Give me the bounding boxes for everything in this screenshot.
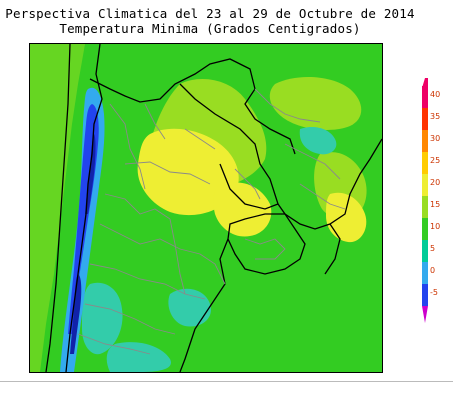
- pacific-ocean-zone: [30, 44, 85, 372]
- page-divider: [0, 381, 453, 382]
- scale-tick-label: 0: [430, 266, 436, 275]
- province-border: [99, 223, 201, 255]
- province-border: [124, 161, 211, 185]
- province-border: [84, 303, 176, 335]
- temp-field-25-30-east: [213, 182, 272, 237]
- paraguay-border: [179, 83, 279, 210]
- temp-field-10-15-southcoast: [106, 342, 171, 372]
- temp-field-25-30: [137, 128, 239, 216]
- scale-tick-label: 5: [430, 244, 436, 253]
- scale-tick-label: 30: [430, 134, 441, 143]
- andes-coldest-south-zone: [70, 274, 82, 354]
- chile-border: [65, 44, 103, 372]
- argentina-coast: [179, 238, 229, 372]
- temp-field-10-15-north: [299, 127, 337, 155]
- province-border: [184, 128, 216, 150]
- temp-field-10-15-south: [82, 282, 123, 355]
- scale-tick-label: 25: [430, 156, 441, 165]
- scale-band: [422, 86, 428, 108]
- scale-tick-label: 40: [430, 90, 441, 99]
- scale-band: [422, 174, 428, 196]
- province-border: [284, 143, 341, 180]
- province-border: [244, 238, 286, 260]
- scale-band: [422, 130, 428, 152]
- province-border: [234, 168, 261, 200]
- province-border: [199, 253, 226, 285]
- scale-arrow-bottom: [422, 306, 428, 323]
- scale-tick-label: 35: [430, 112, 441, 121]
- province-border: [104, 193, 171, 220]
- province-borders: [77, 88, 346, 355]
- province-border: [144, 103, 166, 140]
- brazil-border: [277, 138, 382, 230]
- province-border: [299, 183, 346, 210]
- scale-band: [422, 284, 428, 306]
- province-border: [254, 88, 321, 123]
- temperature-map-canvas: [30, 44, 382, 372]
- uruguay-border: [227, 213, 306, 275]
- scale-tick-label: -5: [430, 288, 438, 297]
- bolivia-border: [89, 58, 296, 155]
- scale-arrow-top: [422, 78, 428, 88]
- scale-tick-label: 15: [430, 200, 441, 209]
- color-scale: [422, 78, 428, 323]
- scale-band: [422, 262, 428, 284]
- map-title: Perspectiva Climatica del 23 al 29 de Oc…: [5, 6, 415, 21]
- scale-band: [422, 218, 428, 240]
- chile-coastline: [45, 44, 71, 372]
- scale-tick-label: 10: [430, 222, 441, 231]
- province-border: [169, 218, 186, 295]
- brazil-coast: [324, 223, 341, 275]
- scale-band: [422, 108, 428, 130]
- scale-band: [422, 152, 428, 174]
- temp-field-25-30-coast: [326, 192, 367, 243]
- province-border: [109, 103, 146, 190]
- temperature-map: [29, 43, 383, 373]
- scale-band: [422, 196, 428, 218]
- scale-tick-label: 20: [430, 178, 441, 187]
- province-border: [89, 263, 206, 300]
- province-border: [77, 333, 151, 355]
- scale-band: [422, 240, 428, 262]
- country-borders: [45, 44, 382, 372]
- map-subtitle: Temperatura Minima (Grados Centigrados): [59, 21, 361, 36]
